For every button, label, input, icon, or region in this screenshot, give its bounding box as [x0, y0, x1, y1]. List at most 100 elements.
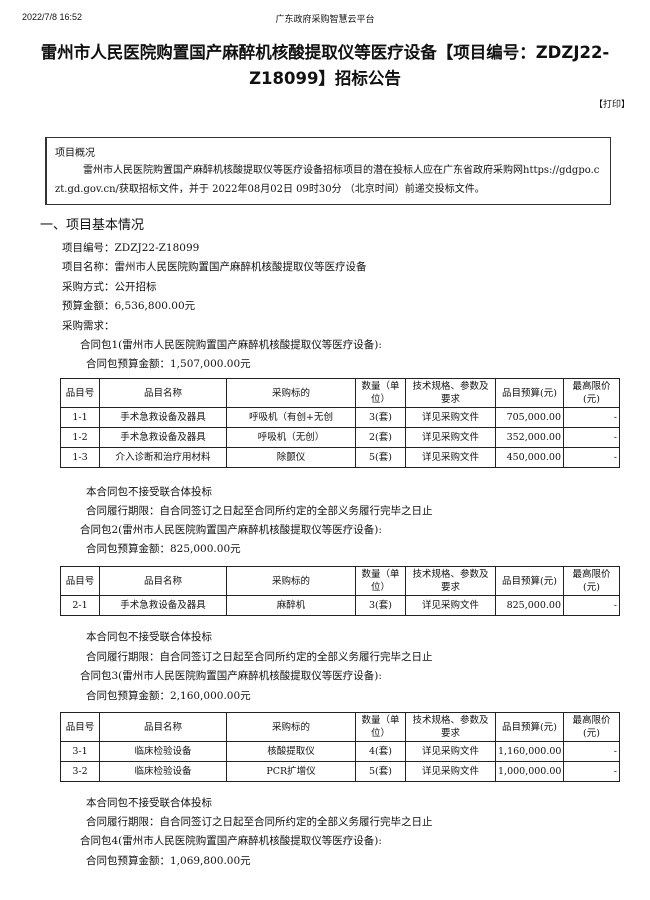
table-cell: 1,160,000.00	[495, 741, 564, 762]
package-note: 合同履行期限：自合同签订之日起至合同所约定的全部义务履行完毕之日止	[86, 816, 433, 828]
package-note: 合同履行期限：自合同签订之日起至合同所约定的全部义务履行完毕之日止	[86, 505, 433, 517]
table-row: 1-1 手术急救设备及器具 呼吸机（有创+无创 3(套) 详见采购文件 705,000.0…	[60, 407, 620, 428]
header-cell: 品目名称	[99, 712, 227, 742]
header-cell: 品目预算(元)	[495, 712, 564, 742]
table-cell: 详见采购文件	[405, 761, 496, 782]
table-cell: 临床检验设备	[99, 741, 227, 762]
package-note: 合同履行期限：自合同签订之日起至合同所约定的全部义务履行完毕之日止	[86, 651, 433, 663]
package-title: 合同包4(雷州市人民医院购置国产麻醉机核酸提取仪等医疗设备):	[80, 835, 382, 847]
site-name: 广东政府采购智慧云平台	[275, 14, 375, 24]
header-cell: 品目号	[60, 712, 100, 742]
table-cell: -	[563, 447, 620, 468]
table-cell: 5(套)	[355, 761, 406, 782]
items-table: 品目号 品目名称 采购标的 数量（单位） 技术规格、参数及要求 品目预算(元) 最高限价(元…	[60, 566, 620, 616]
table-cell: 除颤仪	[226, 447, 356, 468]
table-cell: 825,000.00	[495, 595, 564, 616]
header-cell: 采购标的	[226, 566, 356, 596]
table-cell: 1,000,000.00	[495, 761, 564, 782]
table-cell: 1-2	[60, 427, 100, 448]
table-header: 品目号 品目名称 采购标的 数量（单位） 技术规格、参数及要求 品目预算(元) 最高限价(元…	[60, 566, 620, 596]
table-cell: 手术急救设备及器具	[99, 407, 227, 428]
table-cell: 详见采购文件	[405, 741, 496, 762]
table-cell: 450,000.00	[495, 447, 564, 468]
package-title: 合同包3(雷州市人民医院购置国产麻醉机核酸提取仪等医疗设备):	[80, 670, 382, 682]
header-cell: 品目预算(元)	[495, 566, 564, 596]
table-cell: 705,000.00	[495, 407, 564, 428]
package-title: 合同包1(雷州市人民医院购置国产麻醉机核酸提取仪等医疗设备):	[80, 339, 382, 351]
package-budget: 合同包预算金额：825,000.00元	[86, 543, 241, 555]
info-line: 项目名称：雷州市人民医院购置国产麻醉机核酸提取仪等医疗设备	[62, 261, 367, 273]
header-cell: 品目号	[60, 378, 100, 408]
table-row: 2-1 手术急救设备及器具 麻醉机 3(套) 详见采购文件 825,000.00-	[60, 595, 620, 616]
table-cell: 5(套)	[355, 447, 406, 468]
header-cell: 技术规格、参数及要求	[405, 566, 496, 596]
table-cell: 3(套)	[355, 407, 406, 428]
table-cell: 详见采购文件	[405, 595, 496, 616]
table-header: 品目号 品目名称 采购标的 数量（单位） 技术规格、参数及要求 品目预算(元) 最高限价(元…	[60, 712, 620, 742]
items-table: 品目号 品目名称 采购标的 数量（单位） 技术规格、参数及要求 品目预算(元) 最高限价(元…	[60, 378, 620, 468]
table-cell: 介入诊断和治疗用材料	[99, 447, 227, 468]
page-title: 雷州市人民医院购置国产麻醉机核酸提取仪等医疗设备【项目编号：ZDZJ22-Z18…	[40, 43, 610, 88]
table-cell: 详见采购文件	[405, 427, 496, 448]
header-cell: 品目名称	[99, 566, 227, 596]
table-cell: -	[563, 595, 620, 616]
table-cell: 1-3	[60, 447, 100, 468]
header-cell: 技术规格、参数及要求	[405, 712, 496, 742]
header-cell: 最高限价(元)	[563, 566, 620, 596]
table-row: 3-1 临床检验设备 核酸提取仪 4(套) 详见采购文件 1,160,000.00-	[60, 741, 620, 762]
table-cell: 详见采购文件	[405, 447, 496, 468]
header-cell: 采购标的	[226, 712, 356, 742]
table-cell: -	[563, 407, 620, 428]
table-cell: 4(套)	[355, 741, 406, 762]
header-cell: 品目号	[60, 566, 100, 596]
section-heading: 一、项目基本情况	[40, 218, 145, 233]
header-cell: 数量（单位）	[355, 712, 406, 742]
header-cell: 品目预算(元)	[495, 378, 564, 408]
table-row: 3-2 临床检验设备 PCR扩增仪 5(套) 详见采购文件 1,000,000.00-	[60, 761, 620, 782]
info-line: 预算金额：6,536,800.00元	[62, 300, 196, 312]
table-cell: -	[563, 427, 620, 448]
package-budget: 合同包预算金额：1,507,000.00元	[86, 358, 251, 370]
table-cell: 呼吸机（无创）	[226, 427, 356, 448]
table-cell: 2-1	[60, 595, 100, 616]
table-cell: 详见采购文件	[405, 407, 496, 428]
overview-text: 雷州市人民医院购置国产麻醉机核酸提取仪等医疗设备招标项目的潜在投标人应在广东省政…	[55, 165, 600, 195]
print-link[interactable]: 【打印】	[593, 100, 630, 110]
table-cell: 352,000.00	[495, 427, 564, 448]
package-note: 本合同包不接受联合体投标	[86, 797, 212, 809]
table-cell: 临床检验设备	[99, 761, 227, 782]
table-cell: 3-2	[60, 761, 100, 782]
info-line: 采购需求：	[62, 320, 115, 332]
package-note: 本合同包不接受联合体投标	[86, 486, 212, 498]
header-cell: 技术规格、参数及要求	[405, 378, 496, 408]
table-cell: 呼吸机（有创+无创	[226, 407, 356, 428]
package-note: 本合同包不接受联合体投标	[86, 631, 212, 643]
package-budget: 合同包预算金额：1,069,800.00元	[86, 855, 251, 867]
table-header: 品目号 品目名称 采购标的 数量（单位） 技术规格、参数及要求 品目预算(元) 最高限价(元…	[60, 378, 620, 408]
print-datetime: 2022/7/8 16:52	[22, 12, 83, 22]
table-cell: 核酸提取仪	[226, 741, 356, 762]
header-cell: 最高限价(元)	[563, 378, 620, 408]
package-budget: 合同包预算金额：2,160,000.00元	[86, 690, 251, 702]
header-cell: 数量（单位）	[355, 378, 406, 408]
overview-heading: 项目概况	[55, 148, 95, 159]
header-cell: 数量（单位）	[355, 566, 406, 596]
table-cell: 麻醉机	[226, 595, 356, 616]
table-row: 1-2 手术急救设备及器具 呼吸机（无创） 2(套) 详见采购文件 352,000.00-	[60, 427, 620, 448]
table-cell: 2(套)	[355, 427, 406, 448]
table-cell: PCR扩增仪	[226, 761, 356, 782]
header-cell: 采购标的	[226, 378, 356, 408]
table-cell: 1-1	[60, 407, 100, 428]
header-cell: 最高限价(元)	[563, 712, 620, 742]
info-line: 项目编号：ZDZJ22-Z18099	[62, 242, 200, 254]
info-line: 采购方式：公开招标	[62, 281, 157, 293]
overview-box: 项目概况 雷州市人民医院购置国产麻醉机核酸提取仪等医疗设备招标项目的潜在投标人应…	[45, 137, 611, 205]
header-cell: 品目名称	[99, 378, 227, 408]
table-cell: -	[563, 741, 620, 762]
table-cell: 手术急救设备及器具	[99, 595, 227, 616]
table-cell: -	[563, 761, 620, 782]
table-row: 1-3 介入诊断和治疗用材料 除颤仪 5(套) 详见采购文件 450,000.00-	[60, 447, 620, 468]
table-cell: 3-1	[60, 741, 100, 762]
table-cell: 3(套)	[355, 595, 406, 616]
items-table: 品目号 品目名称 采购标的 数量（单位） 技术规格、参数及要求 品目预算(元) 最高限价(元…	[60, 712, 620, 782]
